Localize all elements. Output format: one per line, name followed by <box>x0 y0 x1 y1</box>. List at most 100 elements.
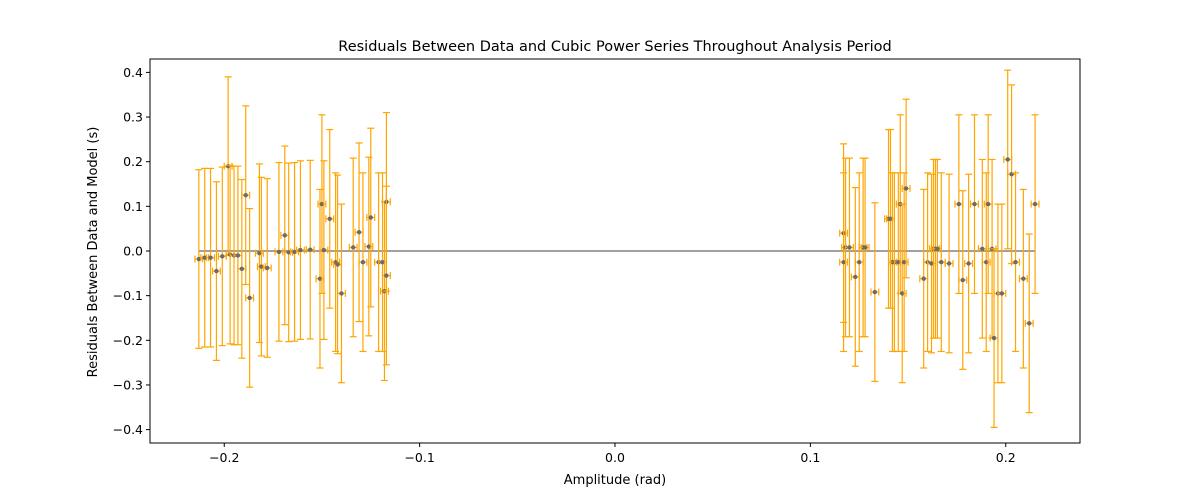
data-marker <box>265 265 270 271</box>
data-point-14 <box>262 178 272 358</box>
data-point-53 <box>897 203 907 384</box>
data-marker <box>921 276 926 281</box>
data-marker <box>896 259 901 265</box>
data-point-23 <box>319 160 329 341</box>
data-marker <box>243 192 248 198</box>
data-marker <box>235 253 241 258</box>
data-marker <box>903 186 909 191</box>
data-marker <box>220 254 225 259</box>
data-point-45 <box>860 157 870 338</box>
data-marker <box>384 273 389 278</box>
x-tick-label: 0.2 <box>996 450 1016 465</box>
x-axis-ticks: −0.2 −0.1 0.0 0.1 0.2 <box>209 443 1016 465</box>
data-marker <box>935 246 940 251</box>
data-marker <box>966 261 971 266</box>
data-marker <box>901 259 907 265</box>
data-marker <box>980 246 985 251</box>
x-axis-label: Amplitude (rad) <box>564 473 666 488</box>
x-tick-label: 0.0 <box>605 450 625 465</box>
data-marker <box>335 262 340 267</box>
data-marker <box>196 256 202 262</box>
data-marker <box>960 277 965 283</box>
data-point-30 <box>358 172 368 353</box>
data-point-39 <box>839 172 849 353</box>
data-point-3 <box>211 181 221 361</box>
x-tick-label: 0.1 <box>800 450 820 465</box>
data-point-42 <box>850 186 860 367</box>
data-point-65 <box>958 190 968 370</box>
data-point-77 <box>1011 172 1021 353</box>
data-marker <box>356 230 362 235</box>
data-point-10 <box>241 105 251 286</box>
data-marker <box>946 261 952 266</box>
data-marker <box>380 259 385 265</box>
data-marker <box>956 201 962 207</box>
data-marker <box>317 276 323 281</box>
data-point-11 <box>245 207 255 388</box>
data-marker <box>972 201 977 207</box>
data-marker <box>991 335 997 341</box>
chart-title: Residuals Between Data and Cubic Power S… <box>338 39 891 55</box>
data-marker <box>308 247 313 252</box>
data-marker <box>339 291 344 296</box>
y-tick-label: 0.1 <box>123 199 143 214</box>
data-marker <box>202 255 207 260</box>
data-point-12 <box>254 163 264 344</box>
data-marker <box>321 247 327 253</box>
y-tick-label: 0.3 <box>123 110 143 125</box>
data-marker <box>929 261 934 266</box>
y-tick-label: −0.2 <box>113 333 143 348</box>
data-marker <box>327 216 332 222</box>
y-tick-label: 0.2 <box>123 154 143 169</box>
data-point-74 <box>997 203 1007 384</box>
y-tick-label: −0.1 <box>113 288 143 303</box>
data-point-80 <box>1030 114 1040 295</box>
data-marker <box>282 233 288 238</box>
data-marker <box>208 255 213 260</box>
data-point-20 <box>305 159 315 340</box>
data-marker <box>999 291 1005 296</box>
data-marker <box>319 201 325 207</box>
data-point-2 <box>206 167 216 348</box>
data-marker <box>247 295 252 301</box>
data-point-46 <box>870 202 880 382</box>
data-layer <box>194 69 1040 428</box>
data-marker <box>259 264 264 269</box>
data-marker <box>888 216 893 222</box>
y-tick-label: −0.4 <box>113 422 143 437</box>
data-point-67 <box>969 114 980 295</box>
data-point-79 <box>1024 233 1034 414</box>
data-marker <box>900 291 905 296</box>
data-point-37 <box>381 185 391 366</box>
data-point-9 <box>237 178 247 359</box>
data-marker <box>1032 201 1038 207</box>
data-marker <box>1027 321 1032 326</box>
x-tick-label: −0.2 <box>209 450 239 465</box>
data-marker <box>1005 157 1010 162</box>
data-marker <box>286 250 291 255</box>
y-axis-ticks: 0.4 0.3 0.2 0.1 0.0 −0.1 −0.2 −0.3 −0.4 <box>113 65 150 437</box>
y-tick-label: 0.4 <box>123 65 143 80</box>
x-tick-label: −0.1 <box>404 450 434 465</box>
data-point-51 <box>893 172 903 353</box>
data-point-22 <box>317 114 327 295</box>
data-point-70 <box>983 114 993 295</box>
data-point-25 <box>331 172 341 353</box>
data-marker <box>214 268 219 274</box>
data-point-28 <box>348 157 358 338</box>
data-marker <box>985 201 991 207</box>
y-axis-label: Residuals Between Data and Model (s) <box>86 127 101 378</box>
data-point-63 <box>944 173 954 354</box>
data-marker <box>368 215 373 220</box>
data-marker <box>872 289 878 295</box>
data-point-18 <box>290 161 300 342</box>
data-point-15 <box>274 161 284 342</box>
data-marker <box>298 247 303 253</box>
y-tick-label: −0.3 <box>113 377 143 392</box>
data-marker <box>862 245 868 250</box>
data-marker <box>1013 259 1018 265</box>
data-point-17 <box>284 162 294 343</box>
data-point-32 <box>366 127 376 308</box>
